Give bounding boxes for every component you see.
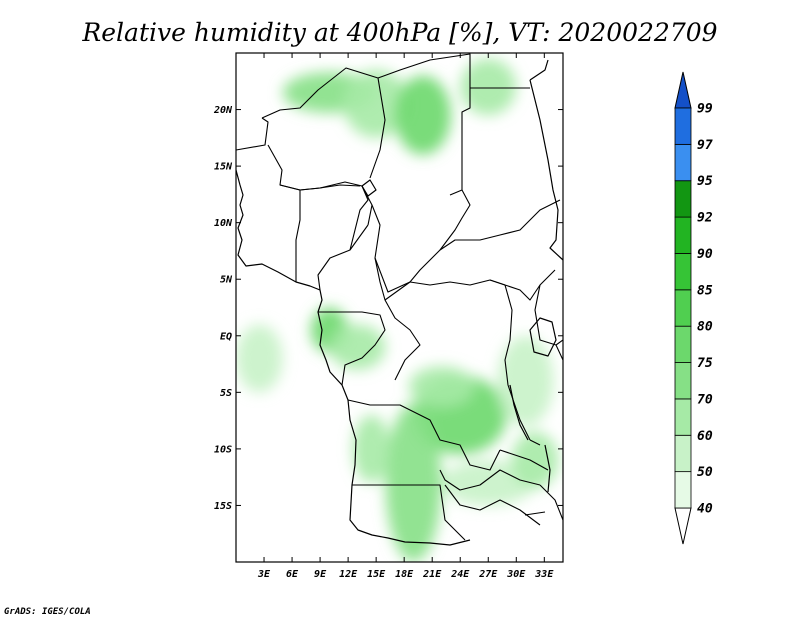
y-tick-label: 15S — [214, 501, 232, 512]
border-drc-angola — [347, 399, 501, 471]
x-tick-label: 9E — [314, 569, 327, 580]
humidity-patch — [343, 69, 409, 138]
lake-victoria — [529, 317, 557, 357]
y-tick-label: 5S — [220, 388, 232, 399]
border-chad-car — [371, 189, 471, 293]
y-tick-label: 10S — [214, 444, 232, 455]
border-car-drc — [374, 257, 506, 301]
coastlines-and-borders — [236, 53, 563, 546]
humidity-patch — [236, 324, 283, 393]
border-congo-drc — [384, 299, 421, 381]
colorbar-label: 97 — [697, 138, 713, 153]
grads-credit: GrADS: IGES/COLA — [4, 607, 91, 617]
humidity-patch — [497, 335, 554, 427]
y-tick-label: 5N — [220, 275, 233, 286]
colorbar-label: 40 — [697, 502, 713, 517]
humidity-patch — [385, 403, 442, 562]
colorbar-label: 99 — [697, 102, 713, 117]
x-tick-label: 33E — [534, 569, 554, 580]
map-axes: 3E 6E 9E 12E 15E 18E 21E 24E 27E 30E 33E 20N 15N 10N 5… — [213, 53, 563, 580]
border-libya-sudan — [377, 53, 471, 196]
colorbar-segment — [674, 289, 692, 327]
colorbar-label: 85 — [697, 283, 713, 298]
colorbar-segment — [674, 216, 692, 254]
colorbar-over-triangle — [674, 71, 692, 109]
border-nigeria-cameroon — [295, 190, 369, 291]
border-congo-gabon — [318, 311, 386, 386]
border-cameroon-car — [349, 185, 369, 251]
border-mozambique — [524, 484, 563, 521]
border-zambia-zimbabwe — [439, 469, 541, 491]
border-algeria-niger-libya — [261, 67, 386, 179]
colorbar-segment — [674, 398, 692, 436]
colorbar: 40 50 60 70 75 80 85 90 92 95 97 99 — [674, 71, 713, 545]
border-uganda-kenya-tanzania — [534, 284, 563, 361]
coastline-east — [529, 59, 563, 261]
border-sudan-southsudan — [439, 199, 561, 251]
humidity-field — [236, 58, 559, 562]
humidity-patch — [394, 75, 451, 155]
humidity-patch — [460, 58, 517, 116]
humidity-patch — [441, 460, 535, 506]
border-angola-namibia — [352, 484, 466, 541]
colorbar-segment — [674, 143, 692, 182]
colorbar-label: 75 — [697, 356, 713, 371]
colorbar-label: 80 — [697, 320, 713, 335]
y-tick-label: EQ — [220, 331, 232, 342]
border-drc-east — [504, 284, 531, 441]
x-tick-label: 21E — [422, 569, 442, 580]
humidity-patch — [329, 324, 386, 370]
x-tick-label: 6E — [286, 569, 299, 580]
x-tick-label: 27E — [478, 569, 498, 580]
lake-malawi — [544, 444, 551, 493]
colorbar-label: 70 — [697, 392, 713, 407]
border-southsudan-ethiopia — [489, 269, 556, 301]
colorbar-segment — [674, 471, 692, 509]
colorbar-label: 90 — [697, 247, 713, 262]
colorbar-segment — [674, 325, 692, 363]
x-tick-label: 24E — [450, 569, 470, 580]
colorbar-segment — [674, 434, 692, 473]
y-tick-label: 10N — [214, 218, 233, 229]
y-tick-label: 20N — [213, 105, 233, 116]
colorbar-label: 60 — [697, 429, 713, 444]
map-plot-area — [236, 53, 563, 562]
humidity-patch — [352, 414, 391, 483]
border-namibia-botswana — [444, 484, 541, 526]
chart-title: Relative humidity at 400hPa [%], VT: 202… — [81, 18, 717, 47]
colorbar-segment — [674, 362, 692, 400]
x-tick-label: 18E — [395, 569, 414, 580]
colorbar-label: 95 — [697, 174, 713, 189]
colorbar-segment — [674, 107, 692, 145]
coastline-west — [236, 169, 471, 546]
x-tick-label: 15E — [367, 569, 386, 580]
x-tick-label: 30E — [506, 569, 526, 580]
x-tick-label: 3E — [257, 569, 271, 580]
border-tanzania-zambia — [499, 439, 549, 471]
y-tick-label: 15N — [214, 162, 233, 173]
colorbar-label: 92 — [697, 211, 713, 226]
humidity-patch — [408, 366, 475, 408]
map-frame — [235, 52, 564, 563]
colorbar-segment — [674, 253, 692, 291]
humidity-patch — [511, 431, 559, 489]
x-tick-label: 12E — [339, 569, 358, 580]
colorbar-label: 50 — [697, 465, 713, 480]
colorbar-segment — [674, 180, 692, 218]
colorbar-under-triangle — [674, 507, 692, 545]
